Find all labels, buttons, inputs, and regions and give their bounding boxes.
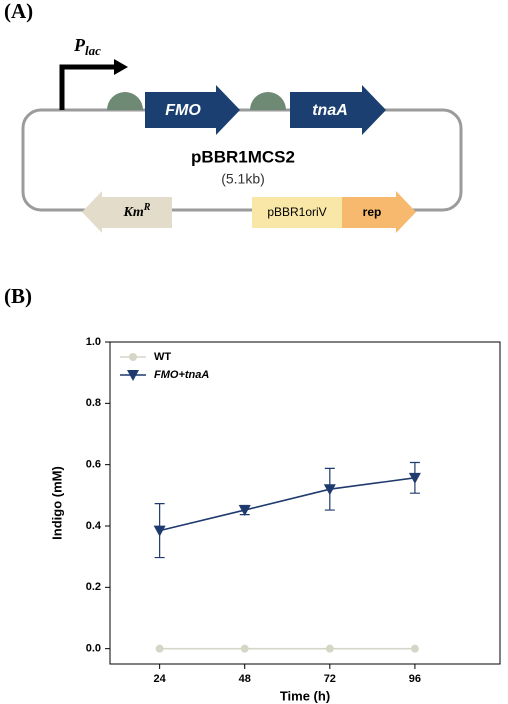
series-line (159, 477, 416, 532)
legend-label: WT (154, 351, 171, 363)
x-tick-label: 48 (239, 673, 251, 685)
point (325, 644, 334, 653)
point (129, 353, 137, 361)
gene-label: tnaA (312, 102, 348, 119)
gene-arrow (145, 85, 240, 135)
origin-label: pBBR1oriV (267, 205, 326, 219)
gene-arrow (290, 85, 386, 135)
promoter-arrow (59, 64, 116, 110)
y-tick-label: 1.0 (86, 336, 101, 348)
rbs (250, 92, 286, 110)
y-tick-label: 0.2 (86, 581, 101, 593)
point (127, 370, 139, 381)
rbs (107, 92, 143, 110)
point (240, 644, 249, 653)
panel-label: (B) (4, 284, 32, 308)
line-chart: 0.0 0.2 0.4 0.6 0.8 1.0 24 48 72 96 Time (h) Indigo… (49, 336, 501, 703)
gene-label: FMO (165, 102, 201, 119)
promoter-label: Plac (73, 35, 101, 58)
plasmid-name: pBBR1MCS2 (191, 147, 295, 166)
legend-label: FMO+tnaA (154, 369, 209, 381)
plasmid-backbone (21, 108, 463, 212)
y-tick-label: 0.6 (86, 459, 101, 471)
point (323, 484, 336, 496)
promoter-subscript: lac (85, 43, 101, 58)
marker-arrow (82, 191, 172, 233)
panel-label: (A) (4, 0, 33, 23)
plasmid-size: (5.1kb) (221, 171, 265, 187)
point (153, 525, 166, 537)
promoter-letter: P (73, 35, 86, 55)
y-tick-label: 0.0 (86, 643, 101, 655)
point (238, 505, 251, 517)
marker-label: KmR (123, 202, 151, 220)
rep-arrow (342, 191, 416, 233)
point (408, 472, 421, 484)
point (155, 644, 164, 653)
point (410, 644, 419, 653)
origin-box (252, 197, 342, 228)
x-tick-label: 96 (409, 673, 421, 685)
marker-superscript: R (143, 202, 151, 213)
y-axis-title: Indigo (mM) (49, 466, 64, 540)
x-tick-label: 24 (154, 673, 167, 685)
promoter-arrowhead (114, 59, 128, 75)
x-axis-title: Time (h) (280, 688, 330, 703)
y-tick-label: 0.4 (86, 520, 102, 532)
plot-frame (109, 341, 501, 665)
marker-text: Km (123, 205, 144, 220)
plasmid-map: Plac FMO tnaA pBBR1MCS2 (5.1kb) KmR pBBR… (21, 35, 463, 233)
x-tick-label: 72 (324, 673, 336, 685)
y-tick-label: 0.8 (86, 397, 101, 409)
rep-label: rep (363, 205, 382, 219)
